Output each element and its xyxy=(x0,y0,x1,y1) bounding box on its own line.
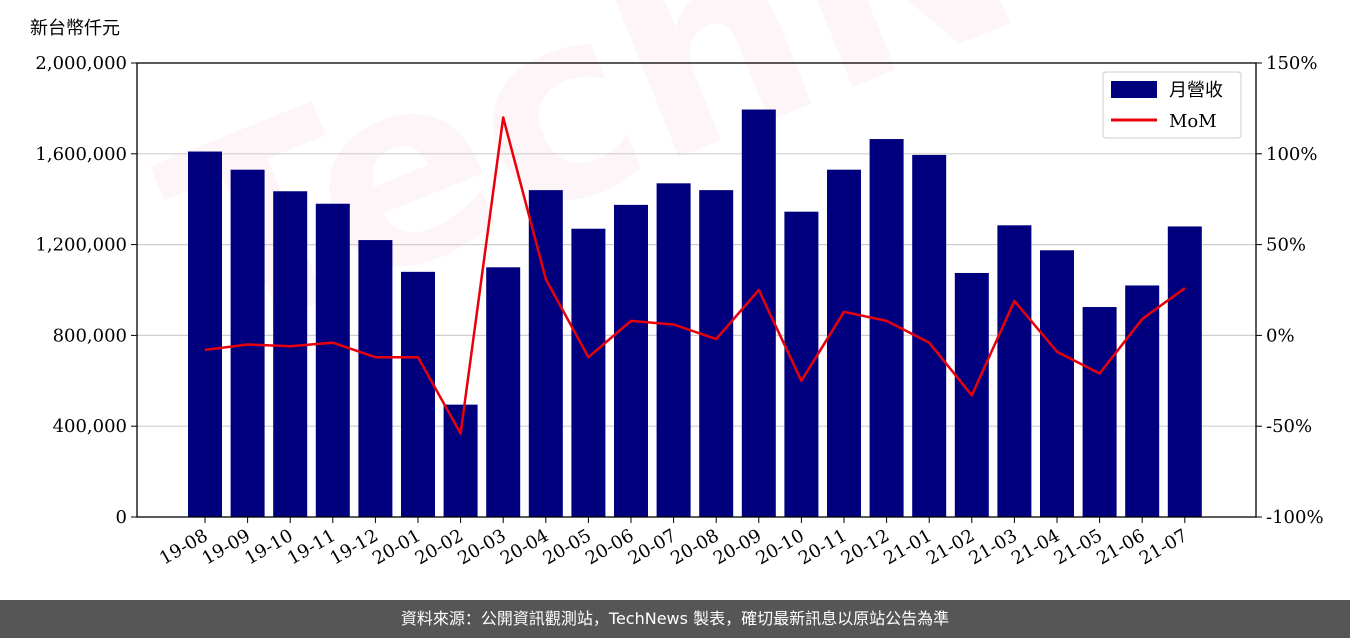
x-tick-label: 19-12 xyxy=(326,525,381,569)
right-tick-label: -100% xyxy=(1266,507,1324,528)
mom-point-21-02 xyxy=(971,394,973,396)
left-tick-label: 0 xyxy=(116,507,127,528)
mom-point-21-05 xyxy=(1099,373,1101,375)
x-tick-label: 20-11 xyxy=(795,525,850,569)
bar-20-10 xyxy=(784,211,819,517)
x-tick-label: 20-10 xyxy=(752,525,807,569)
mom-point-20-12 xyxy=(886,320,888,322)
mom-point-20-11 xyxy=(843,311,845,313)
bar-21-03 xyxy=(997,225,1032,517)
mom-point-21-01 xyxy=(928,342,930,344)
x-tick-label: 21-02 xyxy=(923,525,978,569)
bar-20-02 xyxy=(443,404,478,517)
mom-point-21-04 xyxy=(1056,351,1058,353)
mom-line xyxy=(204,116,1186,435)
x-tick-label: 20-03 xyxy=(454,525,509,569)
bar-20-06 xyxy=(614,204,648,517)
mom-point-20-05 xyxy=(587,356,589,358)
x-tick-label: 19-10 xyxy=(241,525,296,569)
mom-point-19-08 xyxy=(204,349,206,351)
plot-frame xyxy=(136,62,1257,518)
mom-point-20-06 xyxy=(630,320,632,322)
bar-21-07 xyxy=(1167,226,1202,517)
x-tick-label: 21-01 xyxy=(880,525,935,569)
bar-20-03 xyxy=(486,267,521,517)
x-tick-label: 20-01 xyxy=(369,525,424,569)
mom-point-19-12 xyxy=(374,356,376,358)
mom-point-20-10 xyxy=(800,380,802,382)
x-tick-label: 19-09 xyxy=(199,525,254,569)
right-tick-label: 150% xyxy=(1266,53,1317,74)
bar-19-12 xyxy=(358,240,393,517)
x-tick-label: 20-02 xyxy=(412,525,467,569)
bar-20-07 xyxy=(656,183,691,517)
x-tick-label: 20-08 xyxy=(667,525,722,569)
mom-point-21-06 xyxy=(1141,318,1143,320)
mom-point-19-10 xyxy=(289,345,291,347)
x-tick-label: 21-06 xyxy=(1093,525,1148,569)
x-tick-label: 20-04 xyxy=(497,525,552,569)
x-tick-label: 21-07 xyxy=(1136,525,1191,569)
mom-point-20-07 xyxy=(673,324,675,326)
x-tick-label: 21-05 xyxy=(1051,525,1106,569)
mom-point-20-09 xyxy=(758,289,760,291)
bar-21-04 xyxy=(1040,250,1074,517)
right-tick-label: 0% xyxy=(1266,325,1295,346)
left-tick-label: 400,000 xyxy=(53,416,127,437)
x-tick-label: 19-11 xyxy=(284,525,339,569)
bar-21-06 xyxy=(1125,285,1160,517)
mom-point-20-02 xyxy=(460,432,462,434)
x-tick-label: 21-04 xyxy=(1008,525,1063,569)
mom-point-20-03 xyxy=(502,116,504,118)
x-tick-label: 20-07 xyxy=(625,525,680,569)
mom-point-20-08 xyxy=(715,338,717,340)
right-tick-label: -50% xyxy=(1266,416,1312,437)
right-tick-label: 100% xyxy=(1266,144,1317,165)
mom-point-21-03 xyxy=(1013,300,1015,302)
bar-19-10 xyxy=(273,191,308,517)
legend-label-mom: MoM xyxy=(1169,111,1217,132)
bar-20-08 xyxy=(699,190,734,517)
y-axis-unit-label: 新台幣仟元 xyxy=(30,18,120,39)
legend-swatch-bar xyxy=(1111,81,1157,98)
legend-label-revenue: 月營收 xyxy=(1169,80,1223,101)
mom-point-19-11 xyxy=(332,342,334,344)
right-tick-label: 50% xyxy=(1266,235,1306,256)
mom-point-20-01 xyxy=(417,356,419,358)
x-tick-label: 20-05 xyxy=(539,525,594,569)
bar-21-05 xyxy=(1082,307,1117,517)
x-tick-label: 19-08 xyxy=(156,525,211,569)
mom-point-21-07 xyxy=(1184,287,1186,289)
mom-point-19-09 xyxy=(247,343,249,345)
x-tick-label: 20-06 xyxy=(582,525,637,569)
bar-20-01 xyxy=(401,271,435,517)
x-tick-label: 20-12 xyxy=(838,525,893,569)
bar-19-08 xyxy=(188,151,222,517)
bar-20-04 xyxy=(528,190,563,517)
revenue-chart: 0 400,000 800,000 1,200,000 1,600,000 2,000,0… xyxy=(35,53,1324,569)
left-tick-label: 800,000 xyxy=(53,325,127,346)
left-tick-label: 1,600,000 xyxy=(35,144,127,165)
bar-20-11 xyxy=(827,169,861,517)
source-footer: 資料來源：公開資訊觀測站，TechNews 製表，確切最新訊息以原站公告為準 xyxy=(0,600,1350,638)
left-tick-label: 1,200,000 xyxy=(35,235,127,256)
bar-19-11 xyxy=(315,203,350,518)
x-tick-label: 21-03 xyxy=(965,525,1020,569)
bar-20-05 xyxy=(571,228,606,517)
mom-point-20-04 xyxy=(545,278,547,280)
x-tick-label: 20-09 xyxy=(710,525,765,569)
left-tick-label: 2,000,000 xyxy=(35,53,127,74)
